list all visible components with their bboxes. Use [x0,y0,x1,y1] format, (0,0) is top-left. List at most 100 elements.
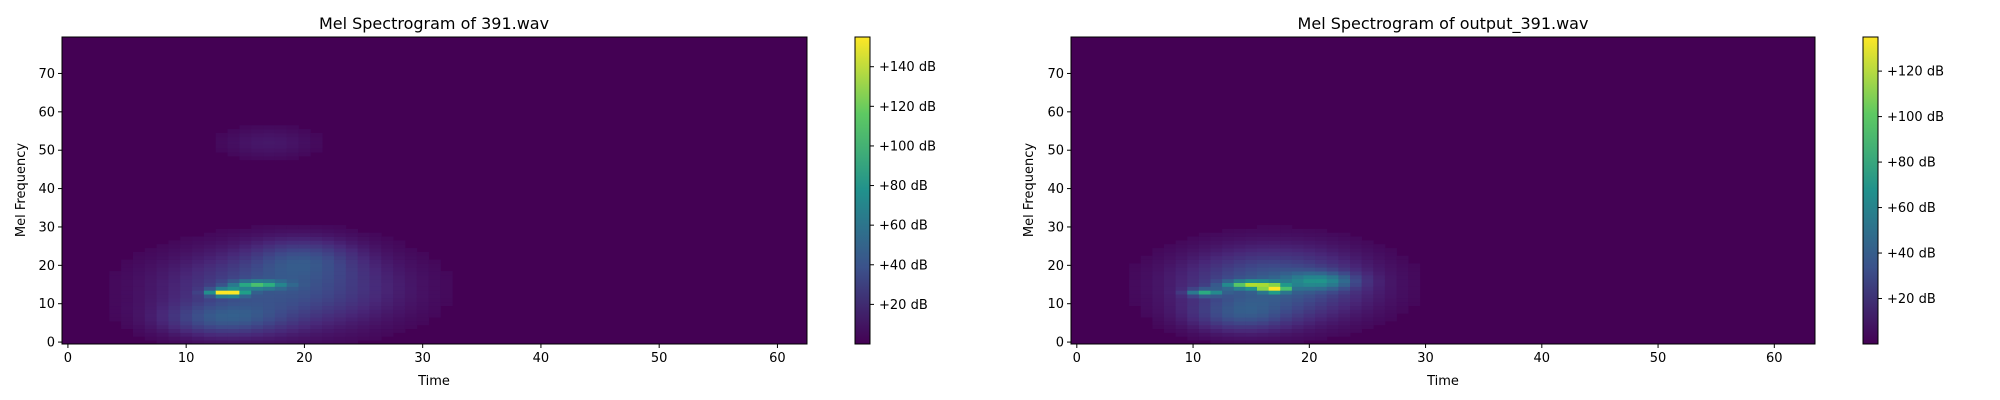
heatmap-cell [1291,263,1304,268]
heatmap-cell [310,320,323,326]
heatmap-cell [1373,309,1386,314]
heatmap-cell [239,320,252,326]
heatmap-cell [192,324,205,330]
heatmap-cell [428,290,441,295]
heatmap-cell [1303,324,1316,330]
heatmap-cell [1350,286,1363,291]
y-tick-label: 40 [38,182,55,197]
heatmap-cell [274,232,288,237]
heatmap-cell [1164,244,1177,249]
heatmap-cell [369,278,382,283]
heatmap-cell [1210,309,1223,314]
heatmap-cell [1175,240,1188,245]
heatmap-cell [428,271,441,276]
heatmap-cell [1152,286,1165,291]
heatmap-cell [121,317,134,322]
heatmap-cell [322,328,335,333]
heatmap-cell [333,336,347,341]
heatmap-cell [144,290,158,295]
heatmap-cell [1361,294,1374,299]
heatmap-cell [203,309,217,314]
heatmap-cell [1361,317,1374,322]
heatmap-cell [1280,259,1293,264]
y-tick-label: 20 [1047,259,1064,274]
heatmap-cell [333,297,347,303]
heatmap-cell [1315,255,1328,260]
heatmap-cell [215,332,228,337]
heatmap-cell [357,263,370,268]
heatmap-cell [393,309,406,314]
heatmap-cell [168,278,181,283]
heatmap-cell [274,301,288,307]
heatmap-cell [298,240,311,245]
heatmap-cell [1210,313,1223,318]
heatmap-cell [203,259,217,264]
heatmap-cell [263,236,276,241]
heatmap-cell [1280,244,1293,249]
heatmap-cell [156,271,169,276]
heatmap-cell [239,324,252,330]
heatmap-cell [1280,290,1293,295]
heatmap-cell [393,274,406,280]
heatmap-cell [1152,255,1165,260]
heatmap-cell [1361,286,1374,291]
heatmap-cell [203,301,217,307]
heatmap-cell [428,294,441,299]
heatmap-cell [1326,236,1339,241]
heatmap-cell [310,140,323,145]
heatmap-cell [1338,305,1351,310]
heatmap-cell [1152,278,1165,283]
heatmap-cell [263,144,276,149]
heatmap-cell [1384,297,1397,303]
heatmap-cell [263,336,276,341]
heatmap-cell [1222,228,1235,234]
heatmap-cell [274,251,288,257]
heatmap-cell [369,251,382,257]
heatmap-cell [192,305,205,310]
x-tick-label: 60 [1766,351,1783,366]
heatmap-cell [239,248,252,253]
heatmap-cell [1152,248,1165,253]
heatmap-cell [404,290,418,295]
heatmap-cell [1338,240,1351,245]
heatmap-cell [1129,286,1142,291]
heatmap-cell [203,290,217,295]
heatmap-cell [1303,271,1316,276]
heatmap-cell [1210,271,1223,276]
heatmap-cell [369,240,382,245]
heatmap-cell [215,255,228,260]
heatmap-cell [1257,309,1270,314]
heatmap-cell [263,301,276,307]
heatmap-cell [357,313,370,318]
heatmap-cell [286,155,299,161]
heatmap-cell [345,313,359,318]
heatmap-cell [1350,328,1363,333]
heatmap-cell [251,301,264,307]
heatmap-cell [322,290,335,295]
heatmap-cell [227,274,240,280]
heatmap-cell [239,313,252,318]
heatmap-cell [1361,271,1374,276]
heatmap-cell [203,340,217,345]
heatmap-cell [274,152,288,157]
heatmap-cell [1245,236,1258,241]
heatmap-cell [286,305,299,310]
heatmap-cell [192,328,205,333]
heatmap-cell [180,236,193,241]
heatmap-cell [1350,309,1363,314]
heatmap-cell [345,251,359,257]
heatmap-cell [132,259,146,264]
heatmap-cell [333,228,347,234]
heatmap-cell [192,240,205,245]
heatmap-cell [1350,255,1363,260]
heatmap-cell [322,317,335,322]
heatmap-cell [239,132,252,138]
heatmap-cell [1164,320,1177,326]
heatmap-cell [1280,309,1293,314]
heatmap-cell [227,340,240,345]
heatmap-cell [251,332,264,337]
heatmap-cell [322,313,335,318]
heatmap-cell [298,336,311,341]
heatmap-cell [144,263,158,268]
heatmap-cell [263,290,276,295]
